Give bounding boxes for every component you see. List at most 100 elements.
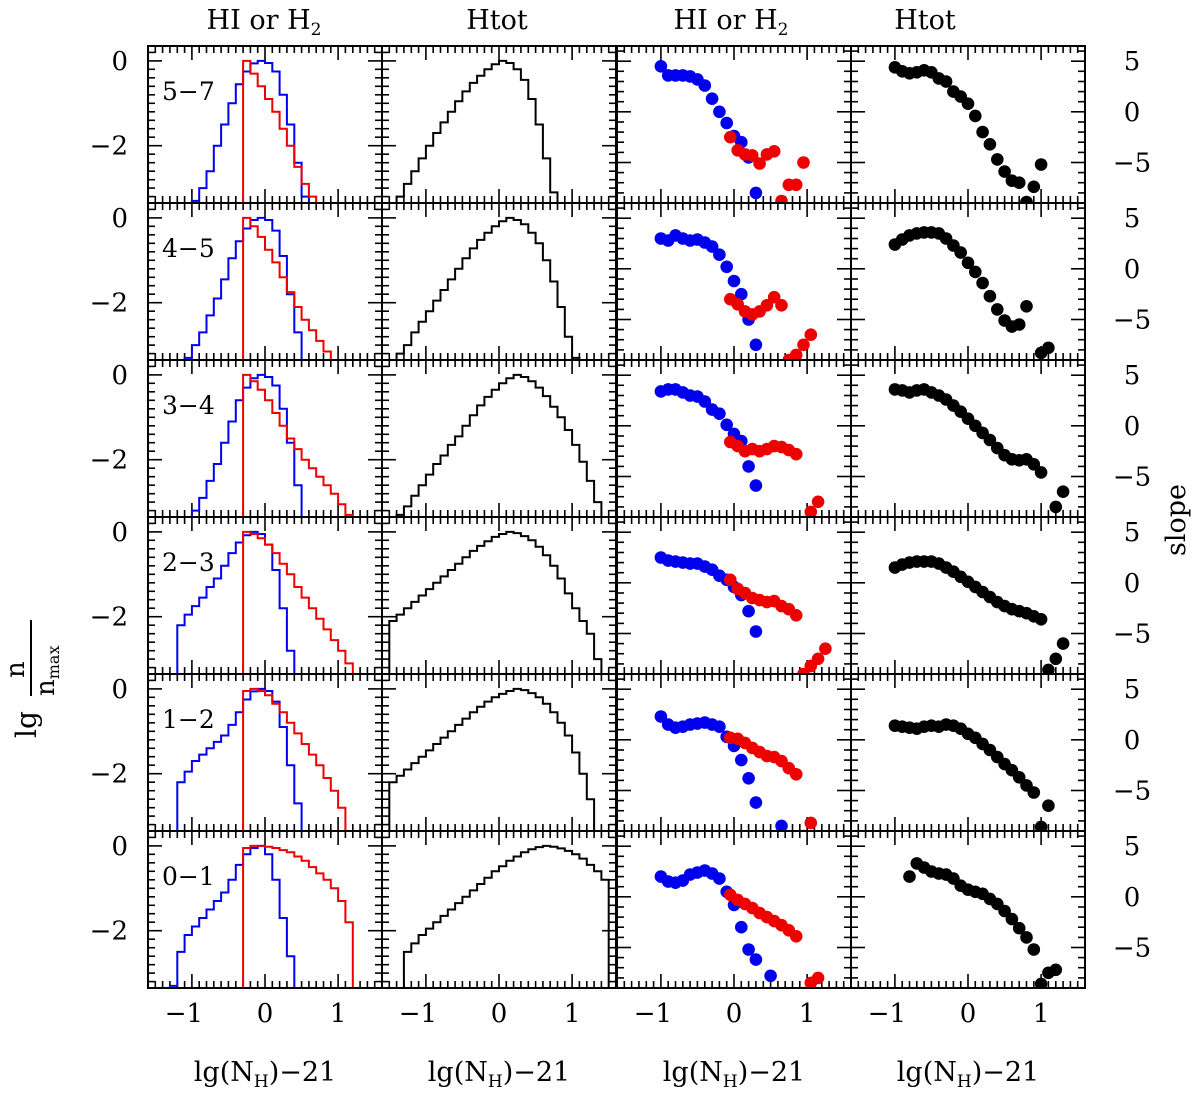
panel-ticks xyxy=(851,517,1085,674)
slope-h2-point xyxy=(789,609,803,622)
panel-frame xyxy=(147,202,383,361)
panel-frame xyxy=(850,45,1086,204)
panel-frame xyxy=(616,45,852,204)
slope-hi-point xyxy=(654,710,668,723)
x-axis-title-main: lg(N xyxy=(897,1057,957,1088)
hist-h2-series xyxy=(242,373,354,517)
hist-y-tick-label: 0 xyxy=(111,518,128,548)
panel-ticks xyxy=(851,674,1085,831)
panel-data xyxy=(888,226,1055,360)
slope-y-tick-label: −5 xyxy=(1113,463,1151,493)
slope-htot-point xyxy=(1042,341,1055,355)
slope-htot-point xyxy=(983,433,997,447)
slope-htot-point xyxy=(969,109,982,123)
panel-r5-c2 xyxy=(381,673,617,832)
slope-y-tick-label: 0 xyxy=(1124,98,1141,128)
panel-r6-c4 xyxy=(850,830,1086,989)
slope-hi-point xyxy=(735,920,748,934)
slope-htot-point xyxy=(1020,931,1033,944)
panel-ticks xyxy=(851,831,1085,988)
panel-frame xyxy=(147,673,383,832)
column-title-1: HI or H2 xyxy=(207,5,322,40)
slope-h2-point xyxy=(804,328,818,342)
slope-h2-point xyxy=(789,348,803,360)
hist-y-tick-label: −2 xyxy=(90,917,128,947)
panel-data xyxy=(654,383,825,517)
slope-htot-point xyxy=(1027,943,1041,956)
slope-y-tick-label: −5 xyxy=(1113,777,1151,807)
slope-hi-point xyxy=(749,186,763,200)
panel-data xyxy=(903,857,1063,988)
slope-h2-point xyxy=(746,149,759,162)
x-tick-label: 0 xyxy=(960,999,977,1029)
slope-hi-point xyxy=(775,819,788,831)
panel-ticks xyxy=(382,831,616,988)
panel-frame xyxy=(850,202,1086,361)
hist-htot-series xyxy=(395,59,559,203)
slope-htot-point xyxy=(976,125,989,139)
x-axis-title: lg(NH)−21 xyxy=(428,1057,570,1092)
slope-htot-point xyxy=(1049,500,1063,514)
panel-ticks xyxy=(148,203,382,360)
panel-data xyxy=(402,844,610,988)
hist-y-tick-label: 0 xyxy=(111,361,128,391)
slope-y-tick-label: 5 xyxy=(1124,361,1141,391)
x-tick-label: −1 xyxy=(399,999,437,1029)
hist-h2-series xyxy=(242,530,354,674)
x-tick-label: 0 xyxy=(726,999,743,1029)
hist-y-tick-label: −2 xyxy=(90,603,128,633)
hist-y-tick-label: −2 xyxy=(90,132,128,162)
x-axis-title-main: lg(N xyxy=(194,1057,254,1088)
slope-hi-point xyxy=(654,60,668,73)
slope-hi-point xyxy=(720,260,733,274)
row-label: 0−1 xyxy=(162,862,215,891)
hist-htot-series xyxy=(402,844,610,988)
slope-htot-point xyxy=(1034,158,1048,171)
slope-htot-point xyxy=(998,904,1011,918)
x-tick-label: 1 xyxy=(1033,999,1050,1029)
column-title-3: HI or H2 xyxy=(674,5,789,40)
slope-h2-point xyxy=(775,194,788,203)
panel-r6-c3 xyxy=(616,830,852,989)
slope-h2-point xyxy=(724,130,737,144)
row-label: 4−5 xyxy=(162,234,215,263)
panel-r4-c2 xyxy=(381,516,617,675)
slope-y-tick-label: 5 xyxy=(1124,47,1141,77)
slope-h2-point xyxy=(789,768,803,781)
panel-r2-c1 xyxy=(147,202,383,361)
slope-h2-point xyxy=(804,816,818,830)
panel-ticks xyxy=(382,203,616,360)
slope-htot-point xyxy=(1042,799,1055,812)
slope-hi-point xyxy=(749,625,763,638)
row-1: 0 −2 5 0 −5 5−7 xyxy=(90,45,1151,204)
x-axis-title-tail: )−21 xyxy=(503,1057,571,1088)
slope-htot-point xyxy=(991,303,1004,316)
slope-htot-point xyxy=(961,97,975,110)
panel-data xyxy=(654,551,832,674)
slope-hi-point xyxy=(749,953,763,966)
panel-data xyxy=(395,216,581,360)
slope-y-tick-label: 5 xyxy=(1124,675,1141,705)
slope-hi-point xyxy=(735,753,748,767)
panel-ticks xyxy=(382,517,616,674)
slope-h2-point xyxy=(819,642,832,655)
panel-data xyxy=(888,718,1055,831)
y-axis-label-left: lg n nmax xyxy=(1,620,63,738)
panel-r3-c2 xyxy=(381,359,617,518)
row-5: 0 −2 5 0 −5 1−2 xyxy=(90,673,1151,832)
panel-r4-c1 xyxy=(147,516,383,675)
slope-y-tick-label: 0 xyxy=(1124,412,1141,442)
panel-data xyxy=(190,59,318,203)
panel-r5-c4 xyxy=(850,673,1086,832)
x-tick-label: 1 xyxy=(330,999,347,1029)
slope-hi-point xyxy=(713,407,726,421)
panel-r3-c1 xyxy=(147,359,383,518)
panel-data xyxy=(388,687,596,831)
panel-data xyxy=(176,530,354,674)
slope-y-tick-label: −5 xyxy=(1113,149,1151,179)
slope-htot-point xyxy=(1034,613,1048,626)
panel-r3-c3 xyxy=(616,359,852,518)
slope-h2-point xyxy=(767,145,781,158)
panel-frame xyxy=(616,673,852,832)
slope-h2-point xyxy=(724,573,737,587)
